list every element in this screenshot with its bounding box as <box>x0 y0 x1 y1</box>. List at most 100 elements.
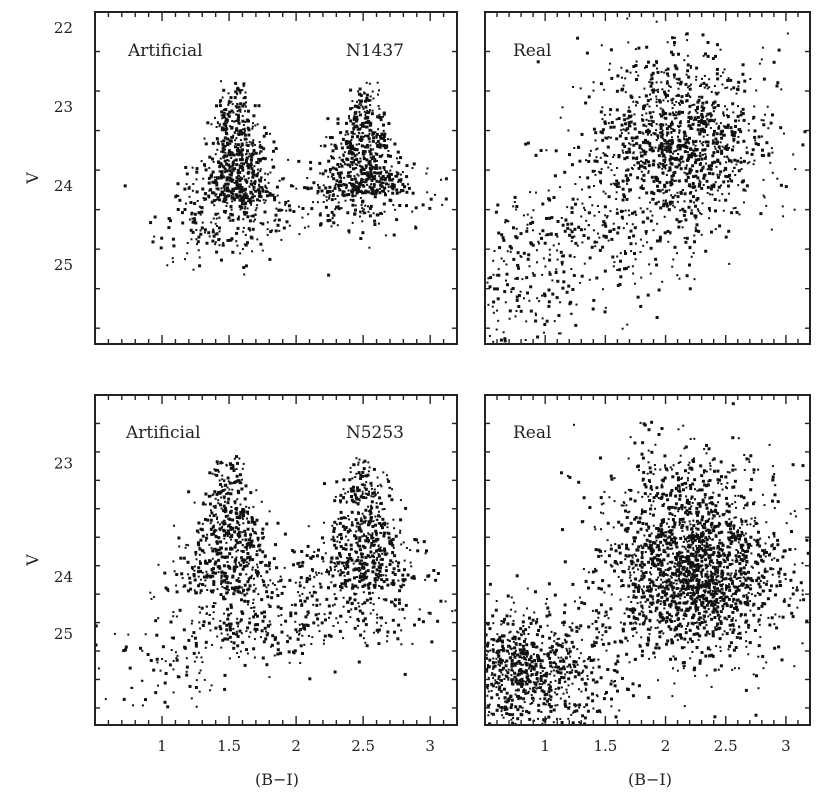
data-point <box>361 150 365 154</box>
data-point <box>211 472 214 475</box>
data-point <box>191 619 194 622</box>
data-point <box>374 523 377 527</box>
data-point <box>367 539 371 542</box>
data-point <box>360 184 363 187</box>
data-point <box>255 207 258 210</box>
data-point <box>307 213 310 216</box>
data-point <box>122 649 126 653</box>
data-point <box>245 144 248 147</box>
data-point <box>268 561 271 565</box>
data-point <box>577 225 581 229</box>
data-point <box>691 164 695 168</box>
data-point <box>359 160 362 163</box>
data-point <box>350 510 354 514</box>
data-point <box>244 234 247 236</box>
data-point <box>314 571 317 574</box>
data-point <box>258 548 262 552</box>
data-point <box>360 179 363 183</box>
data-point <box>665 145 669 149</box>
data-point <box>315 573 318 576</box>
data-point <box>348 598 351 601</box>
data-point <box>661 280 664 283</box>
data-point <box>723 68 726 71</box>
data-point <box>633 210 637 214</box>
data-point <box>712 141 715 144</box>
data-point <box>172 636 175 640</box>
data-point <box>672 73 676 77</box>
data-point <box>368 110 371 113</box>
data-point <box>695 148 699 151</box>
data-point <box>170 649 173 651</box>
data-point <box>717 185 721 189</box>
data-point <box>214 194 217 197</box>
data-point <box>211 574 215 578</box>
data-point <box>690 209 693 212</box>
data-point <box>358 548 362 552</box>
data-point <box>368 166 372 170</box>
data-point <box>193 636 197 640</box>
data-point <box>694 117 698 121</box>
data-point <box>124 648 127 652</box>
data-point <box>232 627 235 630</box>
data-point <box>633 122 637 126</box>
data-point <box>689 147 693 151</box>
data-point <box>361 122 365 125</box>
data-point <box>754 139 757 142</box>
data-point <box>231 556 234 559</box>
data-point <box>185 183 188 186</box>
data-point <box>599 171 603 175</box>
data-point <box>369 109 371 112</box>
data-point <box>218 125 221 128</box>
data-point <box>241 119 245 123</box>
data-point <box>354 204 357 207</box>
data-point <box>626 222 628 225</box>
data-point <box>587 185 591 189</box>
data-point <box>224 182 228 186</box>
data-point <box>342 605 345 608</box>
data-point <box>645 125 648 128</box>
data-point <box>598 248 602 252</box>
data-point <box>548 248 551 251</box>
data-point <box>372 136 376 140</box>
data-point <box>708 171 711 175</box>
data-point <box>380 155 383 158</box>
data-point <box>248 617 251 620</box>
data-point <box>258 178 262 182</box>
data-point <box>368 581 372 585</box>
data-point <box>375 505 379 509</box>
data-point <box>681 160 684 163</box>
data-point <box>650 81 654 85</box>
data-point <box>213 602 215 604</box>
data-point <box>252 598 255 601</box>
data-point <box>300 603 304 607</box>
data-point <box>714 118 717 121</box>
data-point <box>242 102 246 106</box>
data-point <box>247 109 250 113</box>
data-point <box>639 238 642 241</box>
data-point <box>286 640 289 644</box>
data-point <box>353 598 357 602</box>
data-point <box>628 188 631 191</box>
data-point <box>252 173 256 177</box>
data-point <box>648 111 652 115</box>
data-point <box>387 183 390 186</box>
data-point <box>231 482 234 485</box>
data-point <box>214 116 216 119</box>
data-point <box>310 207 314 211</box>
data-point <box>543 331 545 334</box>
data-point <box>234 563 237 566</box>
data-point <box>395 188 399 192</box>
data-point <box>242 462 245 465</box>
data-point <box>625 150 629 154</box>
data-point <box>373 223 377 226</box>
data-point <box>294 611 298 615</box>
data-point <box>706 168 709 171</box>
data-point <box>239 620 242 623</box>
data-point <box>570 222 574 226</box>
data-point <box>185 172 189 176</box>
data-point <box>303 599 307 603</box>
data-point <box>333 670 337 674</box>
data-point <box>331 193 335 197</box>
data-point <box>373 184 376 187</box>
data-point <box>625 179 629 183</box>
